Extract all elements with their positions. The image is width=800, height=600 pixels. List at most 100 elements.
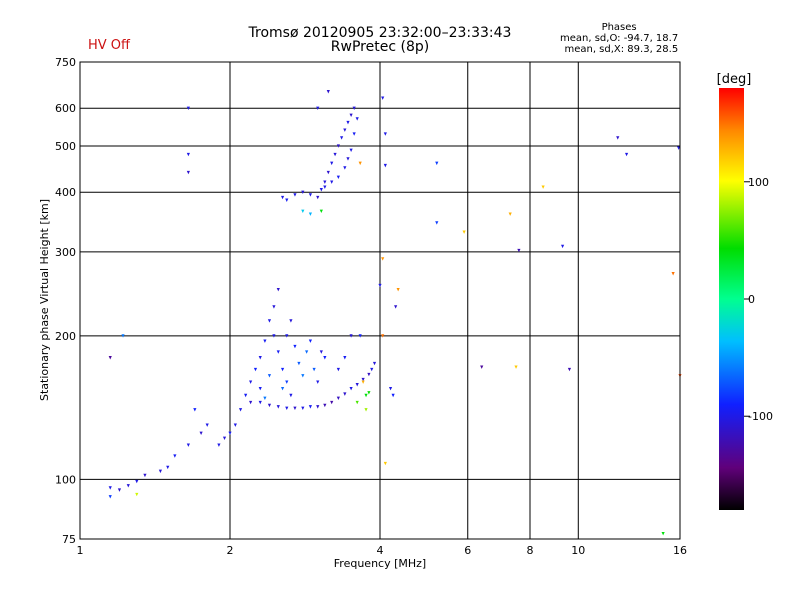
data-point <box>378 283 382 288</box>
data-point <box>186 443 190 447</box>
data-point <box>272 334 276 338</box>
data-point <box>367 372 371 377</box>
data-point <box>333 152 337 157</box>
data-point <box>388 387 393 391</box>
data-point <box>249 380 253 384</box>
data-point <box>349 387 353 391</box>
data-point <box>276 350 280 354</box>
data-point <box>276 287 280 292</box>
data-point <box>336 367 340 372</box>
data-point <box>293 193 297 197</box>
colorbar <box>719 88 744 510</box>
data-point <box>108 495 112 499</box>
data-point <box>323 185 327 189</box>
x-tick-label: 2 <box>227 544 234 557</box>
data-point <box>267 374 272 378</box>
data-point <box>312 367 316 372</box>
plot-frame <box>79 61 681 540</box>
data-point <box>267 319 272 323</box>
data-point <box>391 393 395 398</box>
data-point <box>121 334 125 338</box>
data-point <box>517 248 521 253</box>
data-point <box>508 212 512 216</box>
data-point <box>135 492 139 497</box>
data-point <box>661 531 665 536</box>
data-point <box>263 396 267 400</box>
data-point <box>285 406 289 411</box>
y-tick-label: 600 <box>55 102 76 115</box>
data-point <box>480 365 484 369</box>
data-point <box>301 374 305 378</box>
data-point <box>671 272 675 276</box>
y-tick-label: 750 <box>55 56 76 69</box>
data-point <box>285 334 289 338</box>
data-point <box>293 406 297 411</box>
data-point <box>289 319 293 323</box>
data-point <box>249 400 253 405</box>
data-point <box>293 344 297 349</box>
data-point <box>316 405 320 409</box>
scatter-points <box>108 90 682 536</box>
data-point <box>346 120 350 125</box>
data-point <box>352 106 356 111</box>
data-point <box>158 469 163 474</box>
data-point <box>301 209 305 213</box>
data-point <box>326 90 330 94</box>
y-tick-labels: 75 100 200 300 400 500 600 750 <box>55 56 76 546</box>
data-point <box>166 465 170 470</box>
data-point <box>355 117 359 121</box>
data-point <box>323 180 327 184</box>
data-point <box>244 393 248 398</box>
data-point <box>253 367 258 372</box>
data-point <box>343 392 347 396</box>
data-point <box>258 356 262 360</box>
hv-status-label: HV Off <box>88 38 130 53</box>
data-point <box>126 484 130 488</box>
data-point <box>624 152 629 157</box>
colorbar-ticks: 100 0 -100 <box>744 176 773 423</box>
data-point <box>361 380 365 384</box>
data-point <box>308 339 313 343</box>
data-point <box>435 161 439 166</box>
data-point <box>238 408 243 412</box>
data-point <box>323 403 327 408</box>
data-point <box>352 132 356 136</box>
y-tick-label: 100 <box>55 473 76 486</box>
data-point <box>355 400 359 405</box>
data-point <box>173 454 177 458</box>
colorbar-label: [deg] <box>717 72 752 87</box>
data-point <box>616 136 620 140</box>
data-point <box>228 431 232 435</box>
data-point <box>258 400 262 405</box>
data-point <box>316 195 320 200</box>
data-point <box>308 405 313 409</box>
y-axis-label: Stationary phase Virtual Height [km] <box>38 199 51 401</box>
data-point <box>289 393 293 398</box>
data-point <box>372 361 377 366</box>
data-point <box>193 408 197 412</box>
data-point <box>560 244 565 249</box>
y-tick-label: 400 <box>55 186 76 199</box>
data-point <box>186 106 190 111</box>
data-point <box>381 334 385 338</box>
data-point <box>336 175 340 180</box>
data-point <box>285 380 289 384</box>
grid <box>79 61 681 540</box>
data-point <box>297 361 301 366</box>
phase-stats: Phases mean, sd,O: -94.7, 18.7 mean, sd,… <box>560 22 678 55</box>
data-point <box>462 230 466 234</box>
data-point <box>108 486 112 490</box>
data-point <box>349 334 353 338</box>
data-point <box>330 180 334 184</box>
data-point <box>355 383 359 387</box>
data-point <box>267 403 272 408</box>
data-point <box>340 136 344 140</box>
data-point <box>370 367 374 372</box>
data-point <box>364 393 368 398</box>
data-point <box>349 113 353 118</box>
data-point <box>349 148 353 152</box>
chart-subtitle: RwPretec (8p) <box>330 39 430 55</box>
data-point <box>135 479 139 484</box>
data-point <box>258 387 262 391</box>
